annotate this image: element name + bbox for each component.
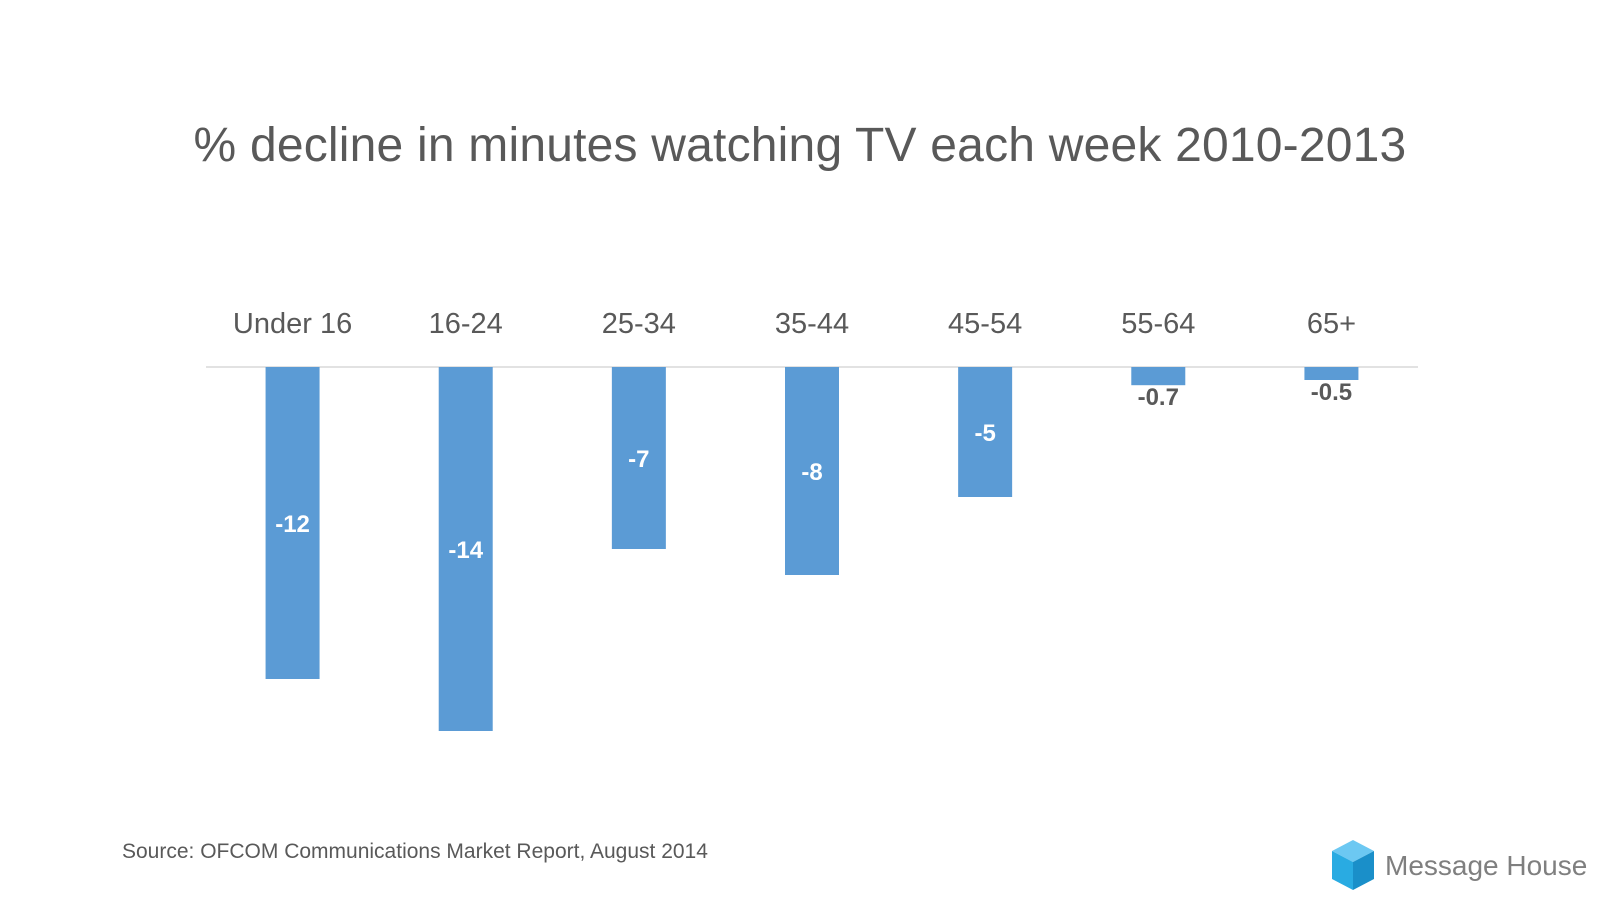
bar xyxy=(438,367,493,731)
bar xyxy=(265,367,320,679)
brand-logo: Message House xyxy=(1330,838,1590,894)
cube-logo-icon xyxy=(1332,840,1374,890)
category-label: 25-34 xyxy=(602,308,676,340)
data-label: -14 xyxy=(448,537,483,564)
chart-title: % decline in minutes watching TV each we… xyxy=(193,119,1407,172)
category-label: 35-44 xyxy=(775,308,849,340)
category-label: 16-24 xyxy=(429,308,503,340)
data-label: -12 xyxy=(275,511,310,538)
data-label: -5 xyxy=(974,420,995,447)
category-label: 45-54 xyxy=(948,308,1022,340)
bar xyxy=(958,367,1013,497)
data-label: -0.5 xyxy=(1311,379,1352,406)
source-note: Source: OFCOM Communications Market Repo… xyxy=(122,840,708,863)
data-label: -0.7 xyxy=(1138,384,1179,411)
category-label: Under 16 xyxy=(233,308,352,340)
data-label: -8 xyxy=(801,459,822,486)
bar xyxy=(611,367,666,549)
category-label: 65+ xyxy=(1307,308,1356,340)
brand-name: Message House xyxy=(1385,850,1588,881)
bar xyxy=(1131,367,1186,386)
category-label: 55-64 xyxy=(1121,308,1195,340)
bar xyxy=(785,367,839,575)
bar xyxy=(1304,367,1359,380)
data-label: -7 xyxy=(628,446,649,473)
